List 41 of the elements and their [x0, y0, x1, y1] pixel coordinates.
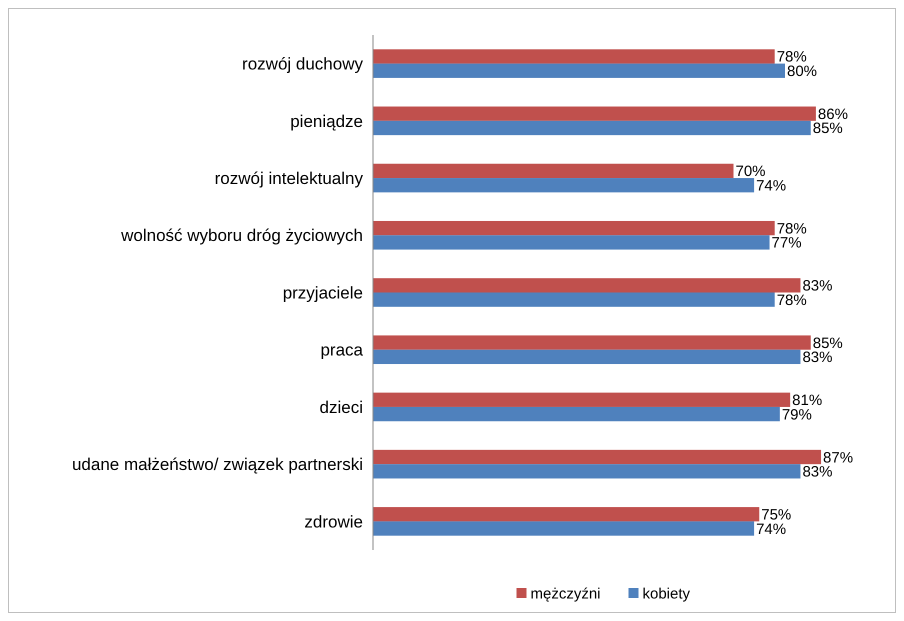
bar [373, 178, 754, 192]
bar [373, 521, 754, 536]
bar [373, 350, 800, 364]
legend-label: kobiety [642, 585, 691, 602]
bar [373, 120, 811, 136]
y-tick-label: zdrowie [304, 512, 363, 532]
y-tick-label: praca [320, 340, 364, 360]
data-label: 78% [776, 48, 807, 66]
y-tick-label: rozwój intelektualny [214, 169, 364, 188]
data-label: 74% [756, 520, 786, 538]
bar [373, 507, 760, 522]
bar [373, 392, 790, 407]
y-tick-label: dzieci [320, 398, 363, 417]
data-label: 83% [802, 464, 832, 481]
bar [373, 49, 775, 64]
bar [373, 335, 811, 350]
bar [373, 220, 775, 236]
y-tick-label: rozwój duchowy [242, 54, 364, 74]
y-tick-label: pieniądze [290, 112, 363, 131]
bar [373, 406, 780, 422]
bar [373, 64, 785, 78]
y-tick-label: wolność wyboru dróg życiowych [120, 226, 363, 246]
bar [373, 278, 800, 292]
data-label: 78% [776, 220, 807, 238]
data-label: 87% [823, 449, 854, 466]
data-label: 86% [818, 106, 848, 123]
data-label: 83% [802, 349, 832, 366]
legend-label: mężczyźni [530, 585, 601, 602]
y-tick-label: przyjaciele [282, 283, 363, 302]
bar [373, 164, 734, 178]
data-label: 85% [812, 334, 843, 352]
bar [373, 292, 775, 307]
bar [373, 464, 800, 478]
data-label: 80% [787, 63, 818, 80]
data-label: 85% [812, 120, 843, 138]
y-tick-label: udane małżeństwo/ związek partnerski [72, 455, 363, 474]
bar [373, 106, 816, 121]
data-label: 75% [761, 506, 792, 524]
bar [373, 235, 770, 250]
data-label: 77% [772, 234, 802, 252]
bar [373, 450, 822, 464]
